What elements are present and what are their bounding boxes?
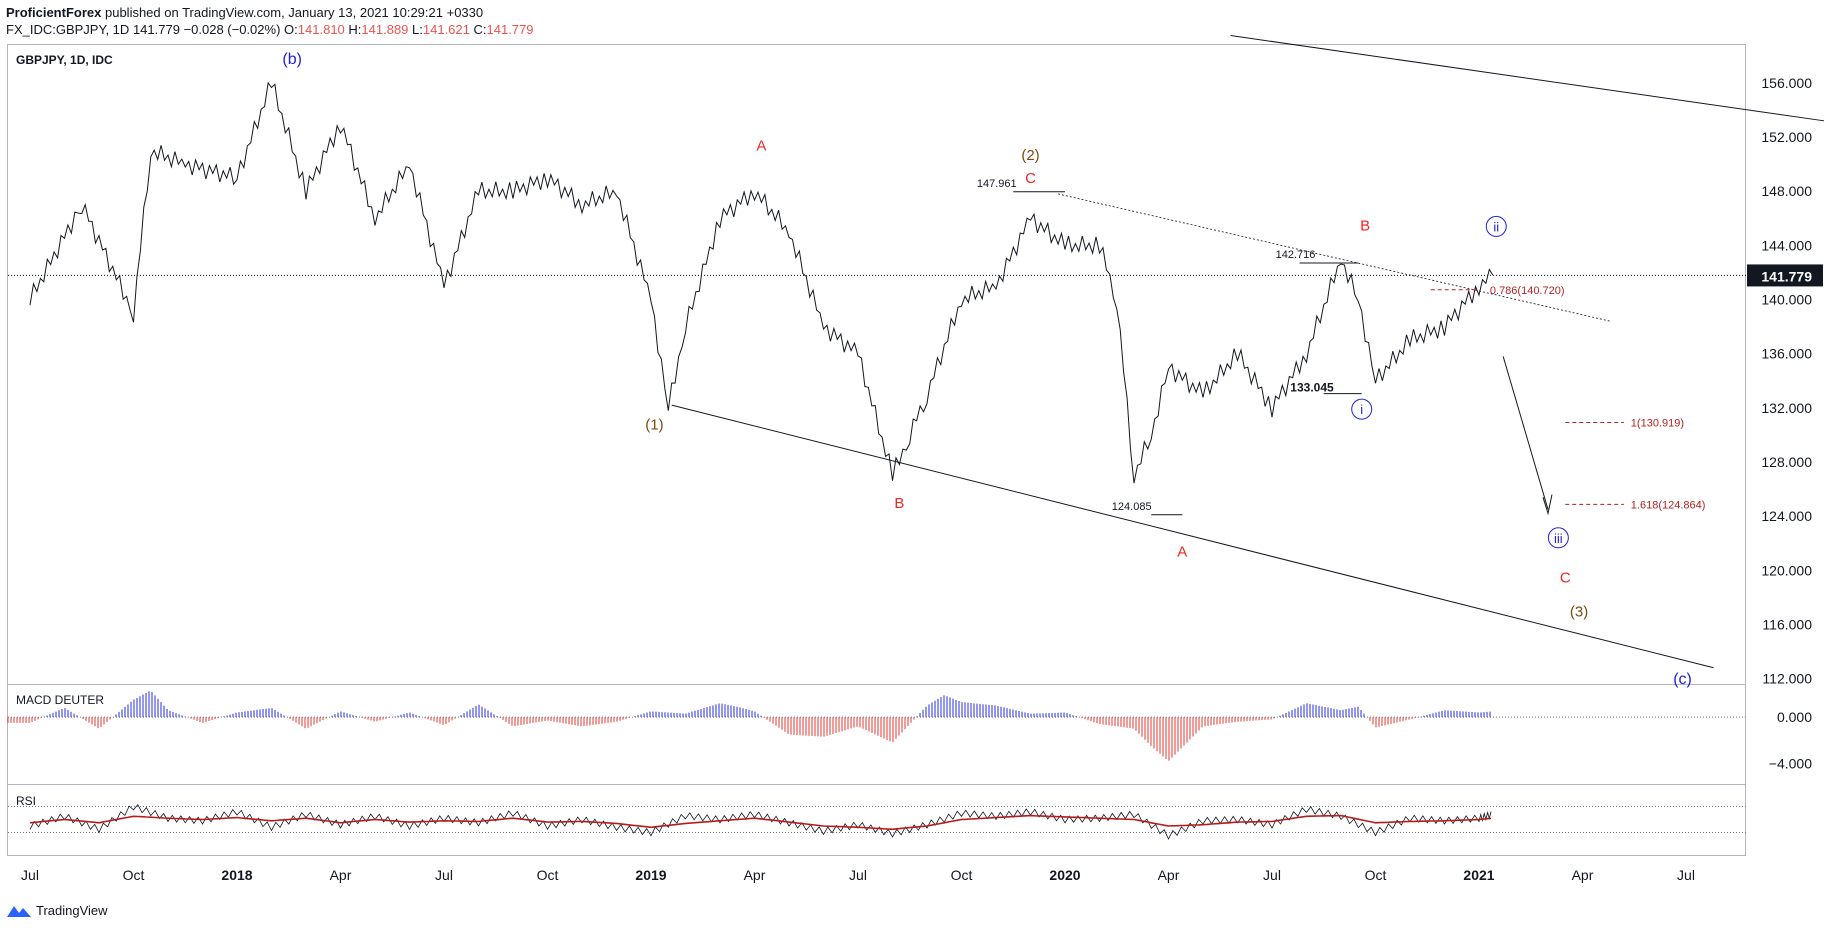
- wave-label-2: (2): [1021, 147, 1039, 164]
- low-value: 141.621: [422, 22, 470, 37]
- time-tick-label: Jul: [849, 867, 867, 883]
- footer-brand[interactable]: TradingView: [6, 903, 108, 918]
- upper-channel-line: [1230, 35, 1825, 122]
- price-tick-label: 140.000: [1761, 292, 1812, 308]
- time-tick-label: 2019: [635, 867, 666, 883]
- price-label: 124.085: [1112, 501, 1152, 513]
- wave-label-iii: iii: [1554, 531, 1563, 546]
- macd-tick-label: −4.000: [1769, 755, 1812, 771]
- time-tick-label: Apr: [744, 867, 766, 883]
- time-tick-label: Apr: [330, 867, 352, 883]
- wave-label-B: B: [894, 495, 904, 512]
- time-tick-label: Oct: [123, 867, 145, 883]
- last-value: 141.779: [132, 22, 180, 37]
- price-tick-label: 156.000: [1761, 75, 1812, 91]
- tradingview-logo-icon: [7, 905, 31, 917]
- time-tick-label: 2018: [221, 867, 252, 883]
- macd-tick-label: 0.000: [1777, 709, 1812, 725]
- price-tick-label: 112.000: [1762, 671, 1812, 687]
- time-tick-label: 2021: [1463, 867, 1494, 883]
- ohlc-line: FX_IDC:GBPJPY, 1D 141.779 −0.028 (−0.02%…: [6, 22, 534, 37]
- price-label: 142.716: [1276, 249, 1316, 261]
- lower-channel-line: [671, 404, 1714, 669]
- time-tick-label: 2020: [1049, 867, 1080, 883]
- time-tick-label: Oct: [537, 867, 559, 883]
- price-tick-label: 144.000: [1761, 237, 1812, 253]
- footer-brand-text: TradingView: [36, 903, 108, 918]
- price-tick-label: 124.000: [1761, 508, 1812, 524]
- symbol-line: FX_IDC:GBPJPY, 1D: [6, 22, 130, 37]
- wave-label-B: B: [1360, 217, 1370, 234]
- change-value: −0.028 (−0.02%): [183, 22, 281, 37]
- last-price-badge: [1747, 264, 1823, 287]
- wave-label-3: (3): [1570, 603, 1588, 620]
- close-value: 141.779: [486, 22, 534, 37]
- close-label: C:: [473, 22, 487, 37]
- wave-label-C: C: [1025, 170, 1036, 187]
- wave-label-C: C: [1560, 569, 1571, 586]
- time-tick-label: Jul: [1677, 867, 1695, 883]
- macd-pane[interactable]: [7, 691, 1746, 761]
- wave-label-1: (1): [645, 416, 663, 433]
- rsi-ma-line: [29, 814, 1492, 831]
- price-label: 147.961: [977, 178, 1017, 190]
- low-label: L:: [412, 22, 423, 37]
- pane-title: GBPJPY, 1D, IDC: [16, 53, 113, 67]
- wave-label-A: A: [1177, 544, 1187, 561]
- publisher-name[interactable]: ProficientForex: [6, 5, 102, 20]
- dotted-trend-line: [1058, 193, 1611, 322]
- price-pane[interactable]: 0.786(140.720) 1(130.919) 1.618(124.864) 14…: [8, 35, 1825, 688]
- price-tick-label: 148.000: [1761, 183, 1812, 199]
- open-value: 141.810: [297, 22, 345, 37]
- wave-label-c: (c): [1673, 671, 1692, 688]
- chart-frame: [7, 44, 1746, 856]
- rsi-pane[interactable]: [8, 803, 1746, 840]
- time-tick-label: Jul: [21, 867, 39, 883]
- time-tick-label: Oct: [1365, 867, 1387, 883]
- fib-level-label: 1.618(124.864): [1631, 499, 1706, 511]
- high-label: H:: [348, 22, 362, 37]
- wave-label-ii: ii: [1493, 219, 1499, 234]
- price-tick-label: 128.000: [1761, 454, 1812, 470]
- price-tick-label: 132.000: [1761, 400, 1812, 416]
- chart-canvas[interactable]: 0.786(140.720) 1(130.919) 1.618(124.864) 14…: [0, 0, 1828, 895]
- price-tick-label: 152.000: [1761, 129, 1812, 145]
- rsi-label: RSI: [16, 794, 37, 808]
- wave-label-ii-circle: [1485, 215, 1507, 237]
- time-tick-label: Apr: [1572, 867, 1594, 883]
- wave-label-A: A: [756, 138, 766, 155]
- wave-label-i: i: [1360, 402, 1363, 417]
- wave-label-b: (b): [282, 51, 302, 68]
- wave-label-iii-circle: [1547, 527, 1569, 549]
- fib-level-label: 0.786(140.720): [1490, 285, 1565, 297]
- price-tick-label: 136.000: [1761, 346, 1812, 362]
- time-tick-label: Jul: [435, 867, 453, 883]
- price-tick-label: 120.000: [1761, 562, 1812, 578]
- axes: 156.000 152.000 148.000 144.000 140.000 136.0…: [21, 75, 1823, 883]
- price-tick-label: 116.000: [1762, 616, 1812, 632]
- open-label: O:: [284, 22, 298, 37]
- macd-label: MACD DEUTER: [16, 693, 105, 707]
- projection-arrow-line: [1502, 356, 1549, 510]
- wave-label-i-circle: [1351, 398, 1373, 420]
- price-label: 133.045: [1290, 381, 1334, 395]
- published-text: published on TradingView.com, January 13…: [104, 5, 484, 20]
- fib-level-label: 1(130.919): [1631, 417, 1684, 429]
- high-value: 141.889: [361, 22, 409, 37]
- time-tick-label: Oct: [951, 867, 973, 883]
- rsi-line: [29, 803, 1492, 840]
- time-tick-label: Jul: [1263, 867, 1281, 883]
- price-series-line: [29, 81, 1494, 484]
- time-tick-label: Apr: [1158, 867, 1180, 883]
- projection-arrow-head-icon: [1542, 494, 1553, 516]
- last-price-label: 141.779: [1761, 268, 1812, 284]
- publish-line: ProficientForex published on TradingView…: [6, 5, 483, 20]
